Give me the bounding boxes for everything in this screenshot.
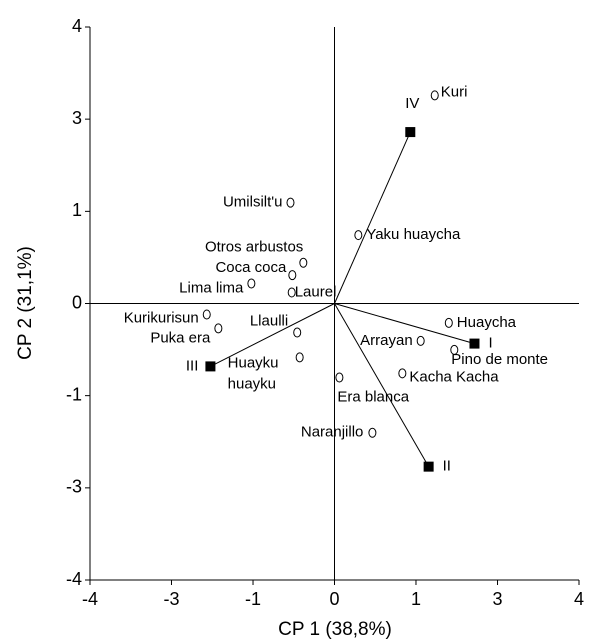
y-tick-label: 4 [72, 16, 82, 36]
x-tick-label: 4 [574, 589, 584, 609]
y-tick-label: -3 [66, 477, 82, 497]
point [288, 270, 297, 281]
x-tick-label: 0 [329, 589, 339, 609]
point [416, 335, 425, 346]
point-label: Kacha Kacha [409, 368, 499, 385]
point-label: Pino de monte [451, 351, 548, 368]
point [295, 352, 304, 363]
point [430, 90, 439, 101]
y-tick-label: 1 [72, 200, 82, 220]
point-label: Coca coca [215, 259, 287, 276]
vector [334, 303, 430, 467]
point [247, 278, 256, 289]
x-tick-label: -4 [82, 589, 98, 609]
point-label: Huayku huayku [228, 354, 279, 392]
point-label: Umilsilt'u [223, 194, 283, 211]
vector-label: I [488, 335, 492, 352]
vector-end [205, 361, 216, 372]
x-tick-label: -3 [163, 589, 179, 609]
x-axis-title: CP 1 (38,8%) [278, 619, 392, 640]
vector [210, 303, 335, 367]
point-label: Huaycha [457, 314, 517, 331]
y-tick-label: -4 [66, 569, 82, 589]
vector-end [405, 127, 416, 138]
point-label: Otros arbustos [205, 239, 303, 256]
point [450, 344, 459, 355]
point [286, 197, 295, 208]
point [354, 230, 363, 241]
vector-label: IV [405, 95, 419, 112]
x-tick-label: 3 [493, 589, 503, 609]
point-label: Kuri [441, 83, 468, 100]
y-tick-label: 0 [72, 292, 82, 312]
point [202, 309, 211, 320]
point-label: Laurel [295, 283, 337, 300]
point [299, 257, 308, 268]
y-tick-label: -1 [66, 384, 82, 404]
y-axis-title: CP 2 (31,1%) [15, 246, 36, 360]
point [368, 427, 377, 438]
point-label: Llaulli [250, 313, 288, 330]
point [444, 317, 453, 328]
vector-label: II [443, 458, 451, 475]
point [293, 327, 302, 338]
vector-label: III [186, 357, 199, 374]
point [335, 372, 344, 383]
point-label: Puka era [150, 329, 211, 346]
vector [334, 303, 475, 345]
x-tick-label: 1 [411, 589, 421, 609]
point-label: Kurikurisun [124, 310, 199, 327]
point-label: Naranjillo [301, 424, 364, 441]
point [287, 287, 296, 298]
point-label: Lima lima [179, 279, 244, 296]
y-tick-label: 3 [72, 108, 82, 128]
point-label: Arrayan [360, 332, 413, 349]
point [398, 368, 407, 379]
x-tick-label: -1 [245, 589, 261, 609]
vector-end [423, 461, 434, 472]
point-label: Yaku huaycha [366, 226, 461, 243]
point [214, 323, 223, 334]
point-label: Era blanca [337, 388, 409, 405]
vector [334, 131, 411, 304]
vector-end [469, 338, 480, 349]
